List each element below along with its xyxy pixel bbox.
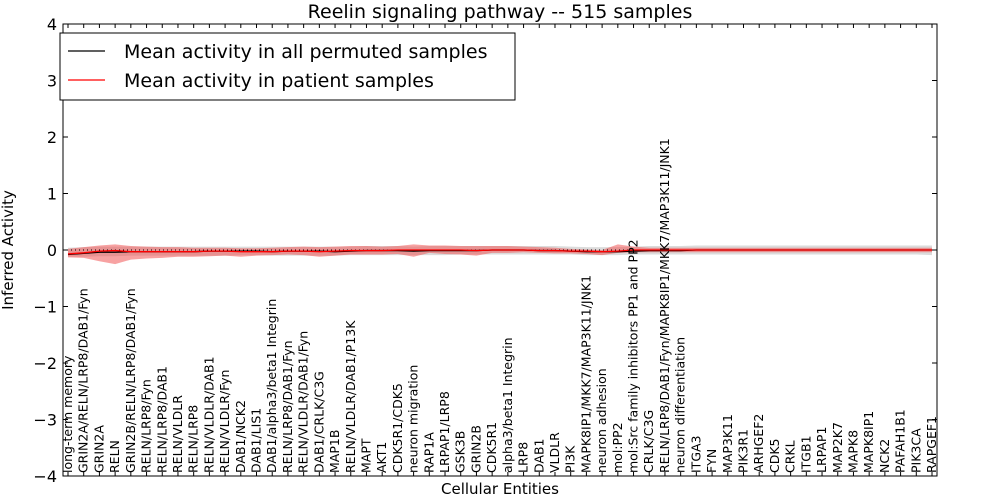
x-category-label: AKT1 [374,442,389,473]
x-category-label: DAB1 [531,438,546,473]
x-category-label: NCK2 [877,439,892,473]
x-category-label: RELN/LRP8/DAB1 [154,366,169,473]
x-tick-labels: long-term memory GRIN2A/RELN/LRP8/DAB1/Fy… [60,24,939,476]
x-category-label: FYN [704,449,719,473]
y-tick-label: −4 [33,467,57,486]
x-category-label: MAP2K7 [830,422,845,473]
plot-frame [62,23,938,477]
x-category-label: MAPK8 [845,430,860,473]
x-category-label: LRPAP1/LRP8 [437,391,452,473]
x-category-label: DAB1/LIS1 [249,408,264,473]
x-category-label: CDK5 [767,438,782,473]
x-category-label: ITGA3 [688,435,703,473]
legend: Mean activity in all permuted samples Me… [59,32,516,101]
x-category-label: alpha3/beta1 Integrin [500,337,515,473]
x-category-label: RELN/LRP8/Fyn [139,379,154,473]
x-category-label: DAB1/CRLK/C3G [311,371,326,473]
x-category-label: GRIN2B [468,425,483,473]
series-line-1 [67,249,932,255]
x-category-label: mol:PP2 [610,422,625,473]
x-category-label: MAPK8IP1 [861,411,876,473]
legend-label-patient: Mean activity in patient samples [124,70,434,92]
x-category-label: RAPGEF1 [924,416,939,473]
x-category-label: RELN/LRP8/DAB1/Fyn [280,340,295,473]
x-category-label: MAP1B [327,430,342,473]
x-category-label: CRKL [783,440,798,473]
x-category-label: MAPT [358,438,373,473]
x-category-label: long-term memory [60,355,75,473]
x-category-label: LRPAP1 [814,427,829,473]
plot-layer [63,244,937,265]
x-category-label: DAB1/NCK2 [233,400,248,473]
y-tick-label: 0 [47,241,57,260]
x-category-label: RELN/VLDLR [170,395,185,473]
y-ticks: 4 3 2 1 0 −1 −2 −3 −4 [33,15,937,486]
x-category-label: ARHGEF2 [751,414,766,473]
y-tick-label: −1 [33,298,57,317]
y-tick-label: −2 [33,354,57,373]
y-tick-label: 3 [47,72,57,91]
x-category-label: DAB1/alpha3/beta1 Integrin [264,299,279,473]
x-category-label: neuron differentiation [673,337,688,473]
legend-box [59,32,516,101]
legend-label-permuted: Mean activity in all permuted samples [124,41,487,63]
x-category-label: neuron migration [406,365,421,473]
x-category-label: RELN/VLDLR/DAB1/Fyn [296,331,311,473]
x-category-label: GRIN2A [91,425,106,473]
x-category-label: RELN/LRP8/DAB1/Fyn/MAPK8IP1/MKK7/MAP3K11… [657,138,672,473]
y-axis-label: Inferred Activity [0,190,17,310]
x-category-label: PIK3CA [908,428,923,473]
x-category-label: MAPK8IP1/MKK7/MAP3K11/JNK1 [578,275,593,473]
x-category-label: CDK5R1 [484,422,499,473]
x-category-label: neuron adhesion [594,368,609,473]
band-series-1 [68,244,932,265]
x-category-label: PI3K [563,445,578,473]
x-category-label: RELN/VLDLR/DAB1 [201,356,216,473]
y-tick-label: 2 [47,128,57,147]
x-category-label: CDK5R1/CDK5 [390,383,405,473]
x-category-label: PIK3R1 [735,429,750,473]
x-category-label: ITGB1 [798,435,813,473]
x-axis-label: Cellular Entities [441,480,559,498]
x-category-label: LRP8 [516,442,531,473]
x-category-label: RAP1A [421,432,436,473]
x-category-label: MAP3K11 [720,414,735,473]
x-category-label: VLDLR [547,432,562,473]
y-tick-label: −3 [33,411,57,430]
x-category-label: GRIN2B/RELN/LRP8/DAB1/Fyn [123,288,138,473]
x-category-label: RELN/LRP8 [186,405,201,473]
x-category-label: CRLK/C3G [641,410,656,473]
x-category-label: RELN/VLDLR/DAB1/P13K [343,320,358,473]
x-category-label: GRIN2A/RELN/LRP8/DAB1/Fyn [76,288,91,473]
x-category-label: GSK3B [453,431,468,473]
x-category-label: PAFAH1B1 [893,409,908,473]
chart-title: Reelin signaling pathway -- 515 samples [308,1,693,23]
x-category-label: mol:Src family inhibitors PP1 and PP2 [626,239,641,473]
y-tick-label: 4 [47,15,57,34]
x-category-label: RELN [107,440,122,473]
x-category-label: RELN/VLDLR/Fyn [217,370,232,473]
y-tick-label: 1 [47,185,57,204]
